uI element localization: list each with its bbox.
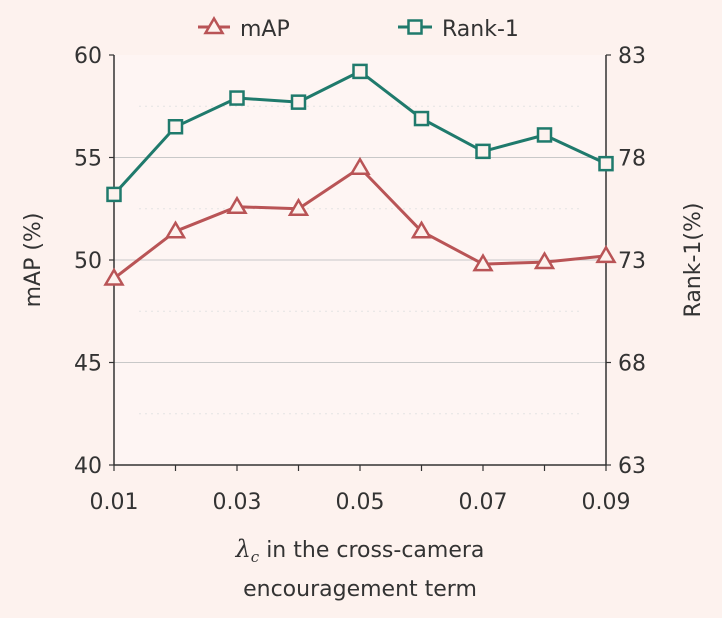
y-axis-left-title: mAP (%) (21, 213, 46, 308)
data-point-rank1 (106, 186, 122, 203)
legend-rank1-square-icon (407, 19, 423, 35)
x-axis-title-line2: encouragement term (243, 577, 477, 602)
y-left-tick-label: 50 (74, 249, 102, 274)
data-point-map (410, 220, 433, 239)
x-tick-label: 0.07 (459, 490, 508, 515)
x-tick-label: 0.05 (336, 490, 385, 515)
x-axis-title-subscript: c (251, 548, 260, 566)
y-right-tick-label: 83 (618, 44, 646, 69)
y-left-tick-label: 45 (74, 352, 102, 377)
y-right-tick-label: 78 (618, 147, 646, 172)
data-point-map (349, 156, 371, 175)
x-axis-title-line1: λc in the cross-camera (235, 535, 485, 566)
x-axis-title-symbol: λ (235, 535, 251, 563)
data-point-rank1 (536, 127, 553, 143)
data-series (103, 63, 617, 286)
y-left-tick-label: 60 (74, 44, 102, 69)
axes: 0.01 0.03 0.05 0.07 0.09 40 45 50 55 60 63 68 73 78 83 (74, 44, 646, 515)
y-right-tick-label: 68 (618, 352, 646, 377)
data-point-map (103, 267, 125, 286)
data-point-rank1 (290, 94, 307, 110)
legend-rank1-label: Rank-1 (442, 17, 519, 42)
y-right-tick-label: 73 (618, 249, 646, 274)
legend: mAP Rank-1 (198, 16, 519, 42)
data-point-map (533, 251, 556, 270)
y-right-tick-label: 63 (618, 454, 646, 479)
data-point-rank1 (413, 110, 430, 127)
y-left-tick-label: 55 (74, 147, 102, 172)
data-point-map (287, 197, 310, 216)
data-point-map (164, 220, 187, 239)
legend-map-triangle-icon (203, 16, 225, 35)
x-tick-label: 0.09 (582, 490, 631, 515)
y-left-tick-label: 40 (74, 454, 102, 479)
data-point-rank1 (598, 155, 614, 172)
data-point-map (472, 253, 494, 272)
y-axis-right-title: Rank-1(%) (681, 203, 706, 318)
data-point-rank1 (352, 63, 368, 80)
legend-map-label: mAP (240, 17, 290, 42)
data-point-rank1 (475, 143, 491, 160)
data-point-rank1 (167, 119, 184, 135)
x-tick-label: 0.01 (90, 490, 139, 515)
x-tick-label: 0.03 (213, 490, 262, 515)
data-point-map (595, 244, 617, 264)
data-point-map (226, 195, 248, 214)
x-axis-title-rest: in the cross-camera (259, 538, 484, 563)
data-point-rank1 (229, 90, 245, 106)
